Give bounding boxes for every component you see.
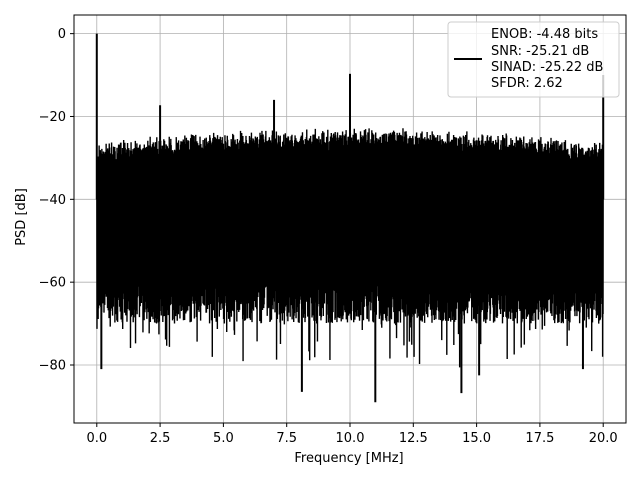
x-tick-label: 7.5 xyxy=(276,431,297,446)
y-tick-label: −20 xyxy=(39,110,66,125)
legend-box xyxy=(447,21,620,98)
x-tick-label: 12.5 xyxy=(399,431,428,446)
x-tick-label: 15.0 xyxy=(462,431,491,446)
x-tick-label: 0.0 xyxy=(86,431,107,446)
legend-snr: SNR: -25.21 dB xyxy=(491,44,589,59)
legend-enob: ENOB: -4.48 bits xyxy=(491,27,598,42)
legend: ENOB: -4.48 bits SNR: -25.21 dB SINAD: -… xyxy=(447,21,620,98)
y-axis-label: PSD [dB] xyxy=(14,188,29,246)
x-tick-label: 20.0 xyxy=(589,431,618,446)
legend-sinad: SINAD: -25.22 dB xyxy=(491,60,603,75)
x-axis-label: Frequency [MHz] xyxy=(294,451,403,466)
x-tick-label: 17.5 xyxy=(525,431,554,446)
x-tick-label: 2.5 xyxy=(150,431,171,446)
y-tick-label: −80 xyxy=(39,359,66,374)
y-axis: 0 −20 −40 −60 −80 xyxy=(39,27,74,374)
y-tick-label: 0 xyxy=(58,27,66,42)
x-tick-label: 10.0 xyxy=(336,431,365,446)
y-tick-label: −40 xyxy=(39,193,66,208)
legend-sfdr: SFDR: 2.62 xyxy=(491,76,563,91)
y-tick-label: −60 xyxy=(39,276,66,291)
x-tick-label: 5.0 xyxy=(213,431,234,446)
x-axis: 0.0 2.5 5.0 7.5 10.0 12.5 15.0 17.5 20.0 xyxy=(86,423,618,446)
